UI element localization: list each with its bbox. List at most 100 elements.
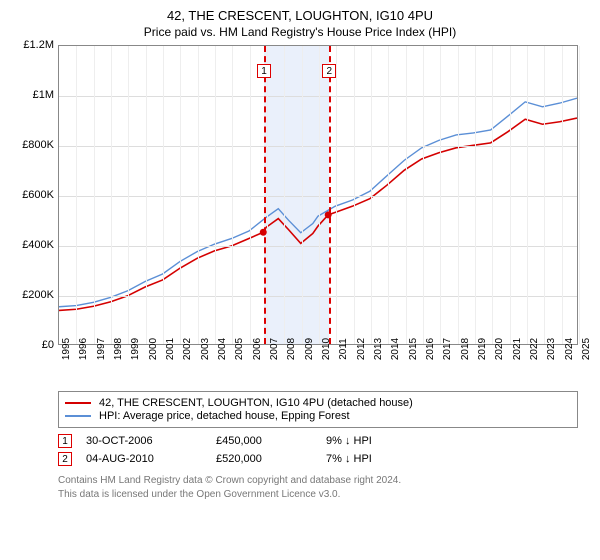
sale-marker-box: 2 [58, 452, 72, 466]
x-tick-label: 2014 [390, 338, 401, 360]
gridline-v [111, 46, 112, 344]
y-tick-label: £600K [22, 189, 54, 201]
y-tick-label: £800K [22, 139, 54, 151]
chart-area: £0£200K£400K£600K£800K£1M£1.2M 12 199519… [12, 45, 588, 385]
x-tick-label: 2012 [356, 338, 367, 360]
x-tick-label: 2013 [373, 338, 384, 360]
gridline-v [336, 46, 337, 344]
gridline-v [94, 46, 95, 344]
x-tick-label: 2000 [148, 338, 159, 360]
series-line-hpi [59, 98, 577, 307]
y-axis: £0£200K£400K£600K£800K£1M£1.2M [12, 45, 58, 345]
gridline-v [371, 46, 372, 344]
x-tick-label: 2016 [425, 338, 436, 360]
gridline-h [59, 196, 577, 197]
legend: 42, THE CRESCENT, LOUGHTON, IG10 4PU (de… [58, 391, 578, 428]
gridline-v [562, 46, 563, 344]
gridline-v [544, 46, 545, 344]
gridline-v [146, 46, 147, 344]
legend-label: 42, THE CRESCENT, LOUGHTON, IG10 4PU (de… [99, 397, 413, 409]
sale-delta: 7% ↓ HPI [326, 453, 372, 465]
x-tick-label: 2017 [442, 338, 453, 360]
footer-line: This data is licensed under the Open Gov… [58, 488, 578, 502]
x-tick-label: 1998 [113, 338, 124, 360]
gridline-v [232, 46, 233, 344]
gridline-h [59, 146, 577, 147]
sale-row: 1 30-OCT-2006 £450,000 9% ↓ HPI [58, 434, 578, 448]
sale-date: 30-OCT-2006 [86, 435, 216, 447]
x-tick-label: 2006 [252, 338, 263, 360]
x-tick-label: 2010 [321, 338, 332, 360]
legend-swatch [65, 402, 91, 404]
x-tick-label: 2004 [217, 338, 228, 360]
y-tick-label: £200K [22, 289, 54, 301]
gridline-v [215, 46, 216, 344]
sales-table: 1 30-OCT-2006 £450,000 9% ↓ HPI 2 04-AUG… [58, 434, 578, 466]
y-tick-label: £400K [22, 239, 54, 251]
x-tick-label: 2002 [182, 338, 193, 360]
sale-marker-label: 2 [322, 64, 336, 78]
gridline-v [579, 46, 580, 344]
x-tick-label: 2020 [494, 338, 505, 360]
sale-marker-line [264, 46, 266, 344]
legend-label: HPI: Average price, detached house, Eppi… [99, 410, 350, 422]
gridline-v [163, 46, 164, 344]
gridline-v [250, 46, 251, 344]
x-tick-label: 1997 [96, 338, 107, 360]
x-tick-label: 2011 [338, 338, 349, 360]
gridline-v [388, 46, 389, 344]
x-tick-label: 2023 [546, 338, 557, 360]
gridline-v [267, 46, 268, 344]
y-tick-label: £1M [33, 89, 54, 101]
gridline-h [59, 296, 577, 297]
gridline-v [128, 46, 129, 344]
gridline-v [492, 46, 493, 344]
x-tick-label: 2007 [269, 338, 280, 360]
sale-price: £450,000 [216, 435, 326, 447]
legend-swatch [65, 415, 91, 417]
sale-row: 2 04-AUG-2010 £520,000 7% ↓ HPI [58, 452, 578, 466]
y-tick-label: £0 [42, 339, 54, 351]
gridline-h [59, 246, 577, 247]
gridline-v [76, 46, 77, 344]
gridline-v [406, 46, 407, 344]
chart-container: 42, THE CRESCENT, LOUGHTON, IG10 4PU Pri… [0, 0, 600, 509]
gridline-v [180, 46, 181, 344]
sale-price: £520,000 [216, 453, 326, 465]
gridline-v [284, 46, 285, 344]
chart-title: 42, THE CRESCENT, LOUGHTON, IG10 4PU [12, 8, 588, 23]
x-tick-label: 2003 [200, 338, 211, 360]
y-tick-label: £1.2M [23, 39, 54, 51]
sale-marker-line [329, 46, 331, 344]
x-axis: 1995199619971998199920002001200220032004… [58, 345, 578, 385]
x-tick-label: 2008 [286, 338, 297, 360]
sale-marker-label: 1 [257, 64, 271, 78]
x-tick-label: 1995 [61, 338, 72, 360]
x-tick-label: 2025 [581, 338, 592, 360]
footer: Contains HM Land Registry data © Crown c… [58, 474, 578, 501]
sale-marker-box: 1 [58, 434, 72, 448]
gridline-v [423, 46, 424, 344]
footer-line: Contains HM Land Registry data © Crown c… [58, 474, 578, 488]
x-tick-label: 2001 [165, 338, 176, 360]
x-tick-label: 1996 [78, 338, 89, 360]
gridline-v [302, 46, 303, 344]
legend-item: HPI: Average price, detached house, Eppi… [65, 410, 571, 422]
gridline-v [458, 46, 459, 344]
x-tick-label: 2019 [477, 338, 488, 360]
sale-date: 04-AUG-2010 [86, 453, 216, 465]
gridline-v [440, 46, 441, 344]
chart-subtitle: Price paid vs. HM Land Registry's House … [12, 25, 588, 39]
gridline-h [59, 96, 577, 97]
gridline-v [319, 46, 320, 344]
x-tick-label: 2005 [234, 338, 245, 360]
x-tick-label: 2009 [304, 338, 315, 360]
legend-item: 42, THE CRESCENT, LOUGHTON, IG10 4PU (de… [65, 397, 571, 409]
x-tick-label: 2024 [564, 338, 575, 360]
x-tick-label: 2022 [529, 338, 540, 360]
gridline-v [354, 46, 355, 344]
sale-delta: 9% ↓ HPI [326, 435, 372, 447]
x-tick-label: 1999 [130, 338, 141, 360]
line-layer [59, 46, 577, 344]
x-tick-label: 2021 [512, 338, 523, 360]
